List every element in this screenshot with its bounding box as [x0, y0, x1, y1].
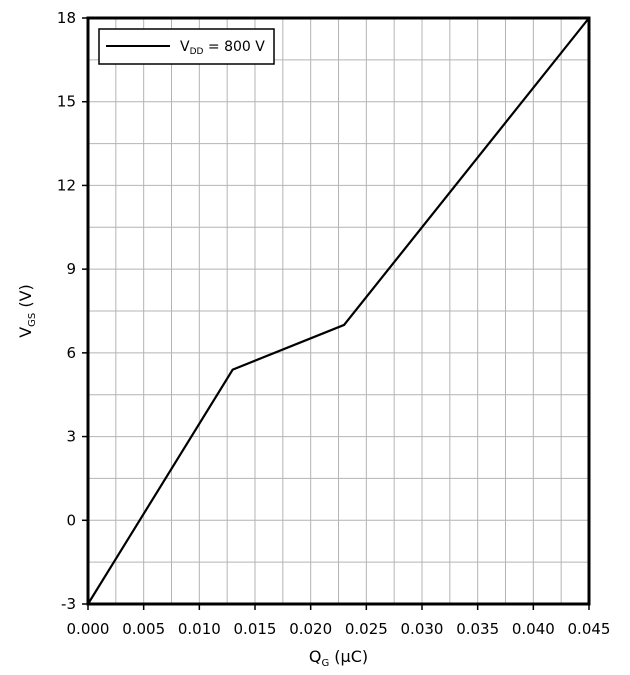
y-tick-label: 18	[57, 9, 76, 27]
x-tick-label: 0.040	[512, 620, 555, 638]
y-tick-label: 15	[57, 93, 76, 111]
x-tick-label: 0.005	[122, 620, 165, 638]
y-tick-label: 12	[57, 176, 76, 194]
y-tick-labels: -3 0 3 6 9 12 15 18	[57, 9, 88, 613]
x-tick-label: 0.045	[568, 620, 611, 638]
x-tick-label: 0.030	[401, 620, 444, 638]
series-line-vdd-800v	[87, 17, 590, 605]
x-tick-label: 0.025	[345, 620, 388, 638]
x-tick-label: 0.015	[234, 620, 277, 638]
y-tick-label: -3	[61, 595, 76, 613]
legend-entry-vdd-800v: VDD = 800 V	[180, 39, 265, 57]
x-tick-label: 0.010	[178, 620, 221, 638]
y-tick-label: 0	[66, 511, 76, 529]
x-tick-label: 0.035	[456, 620, 499, 638]
plot-frame	[86, 16, 591, 606]
y-tick-label: 6	[66, 344, 76, 362]
series-layer	[87, 17, 590, 605]
legend: VDD = 800 V	[98, 28, 275, 65]
x-axis-label: QG (μC)	[309, 647, 368, 669]
y-tick-label: 9	[66, 260, 76, 278]
y-tick-label: 3	[66, 428, 76, 446]
x-tick-labels: 0.000 0.005 0.010 0.015 0.020 0.025 0.030 0.035…	[67, 604, 611, 638]
x-tick-label: 0.020	[289, 620, 332, 638]
x-tick-label: 0.000	[67, 620, 110, 638]
grid-lines	[88, 18, 589, 604]
y-axis-label: VGS (V)	[16, 284, 38, 338]
